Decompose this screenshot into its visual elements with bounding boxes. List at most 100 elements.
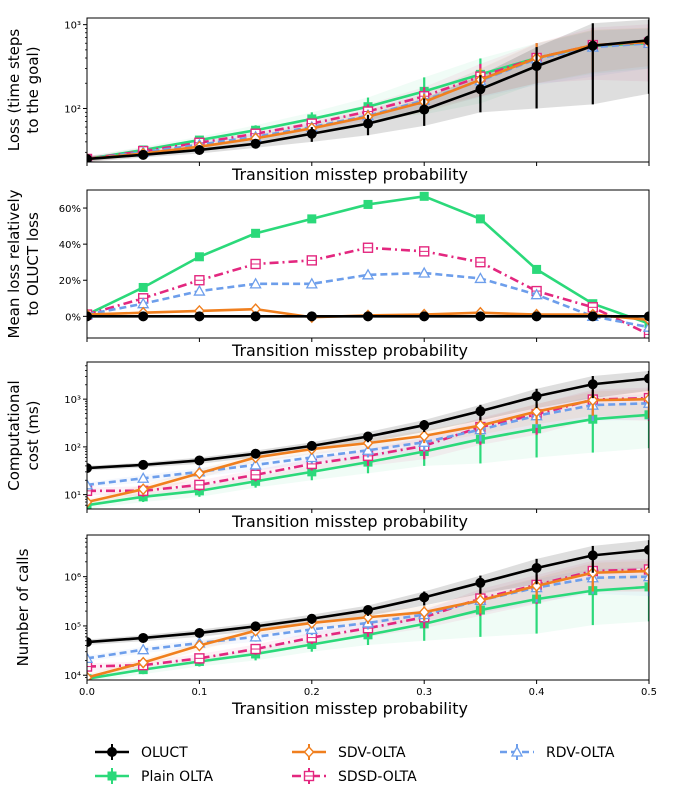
data-point (531, 311, 542, 322)
data-point (305, 451, 318, 463)
data-point (87, 652, 94, 663)
data-point (643, 393, 649, 406)
band-sdsd-olta (87, 387, 649, 497)
chart-panel-4: 0.0 0.1 0.2 0.3 0.4 0.5 10⁴ 10⁵ 10⁶ Transition mi… (14, 534, 657, 718)
y-axis-label: to OLUCT loss (24, 212, 42, 316)
data-point (475, 214, 485, 224)
series-line (87, 575, 649, 660)
data-point (531, 391, 542, 402)
data-point (363, 431, 373, 442)
chart-panel-2: 0% 20% 40% 60% Transition misstep probabilit… (5, 189, 650, 360)
x-axis-label: Transition misstep probability (231, 699, 468, 718)
data-point (194, 252, 204, 262)
legend-entry-oluct: OLUCT (95, 744, 188, 761)
y-tick-label: 10³ (64, 21, 81, 32)
data-point (531, 61, 542, 72)
data-point (419, 592, 430, 603)
band-sdv-olta (87, 27, 649, 162)
y-axis-label: Loss (time steps (5, 29, 23, 152)
axes-frame (86, 361, 650, 510)
data-point (587, 40, 598, 51)
data-point (644, 544, 649, 555)
data-point (531, 579, 543, 592)
data-point (530, 288, 543, 300)
data-point (363, 118, 373, 129)
data-point (643, 564, 649, 578)
data-point (250, 311, 261, 322)
data-point (137, 643, 150, 655)
data-point (361, 443, 375, 455)
data-point (419, 420, 430, 431)
data-point (251, 228, 261, 238)
plot-area (87, 370, 649, 509)
series-line (87, 41, 649, 161)
data-point (361, 268, 375, 280)
data-point (193, 639, 205, 652)
legend-marker (303, 745, 315, 759)
data-point (194, 455, 205, 466)
data-point (531, 405, 543, 418)
data-point (307, 467, 317, 477)
data-point (138, 311, 149, 322)
data-point (306, 128, 317, 139)
series-oluct (87, 370, 649, 474)
legend-entry-sdsd-olta: SDSD-OLTA (292, 768, 417, 785)
series-line (87, 396, 649, 493)
data-point (644, 311, 649, 322)
band-sdsd-olta (87, 558, 649, 671)
data-point (475, 84, 486, 95)
data-point (587, 379, 598, 390)
data-point (418, 266, 431, 278)
data-point (587, 394, 599, 407)
x-axis-label: Transition misstep probability (231, 512, 468, 531)
data-point (306, 613, 317, 624)
data-point (362, 611, 374, 624)
data-point (418, 606, 430, 619)
data-point (305, 277, 318, 289)
legend-label: OLUCT (141, 745, 188, 761)
data-point (474, 272, 487, 284)
data-point (87, 463, 92, 474)
data-point (475, 406, 486, 417)
legend-entry-sdv-olta: SDV-OLTA (292, 744, 406, 761)
data-point (363, 605, 373, 616)
series-line (87, 271, 649, 329)
chart-panel-3: 10¹ 10² 10³ Transition misstep probability C… (5, 361, 650, 531)
band-plain-olta (87, 28, 649, 162)
x-axis-label: Transition misstep probability (231, 341, 468, 360)
y-tick-label: 10³ (64, 395, 81, 406)
data-point (87, 478, 94, 490)
legend-label: SDSD-OLTA (338, 769, 417, 785)
data-point (249, 458, 262, 470)
data-point (307, 214, 317, 224)
y-tick-label: 10⁵ (64, 622, 81, 633)
data-point (644, 582, 649, 592)
data-point (194, 627, 205, 638)
data-point (250, 621, 261, 632)
data-point (138, 632, 149, 643)
band-rdv-olta (87, 28, 649, 162)
data-point (474, 419, 486, 432)
y-tick-label: 10² (64, 104, 81, 115)
y-axis-label: cost (ms) (24, 400, 42, 470)
y-axis-label: Mean loss relatively (5, 189, 23, 338)
data-point (306, 440, 317, 451)
chart-panel-1: 10² 10³ Transition misstep probability Loss… (5, 17, 650, 184)
data-point (87, 153, 92, 162)
data-point (87, 311, 92, 322)
legend-entry-rdv-olta: RDV-OLTA (500, 744, 615, 761)
y-tick-label: 60% (59, 204, 81, 215)
data-point (138, 149, 149, 160)
axes-frame (86, 17, 650, 163)
series-oluct (87, 19, 649, 162)
data-point (87, 671, 93, 680)
legend-marker (107, 771, 117, 781)
y-axis-label: Number of calls (14, 548, 32, 666)
data-point (138, 282, 148, 292)
data-point (474, 594, 486, 607)
y-tick-label: 10² (64, 443, 81, 454)
y-tick-label: 10¹ (64, 491, 81, 502)
data-point (419, 191, 429, 201)
data-point (644, 35, 649, 46)
